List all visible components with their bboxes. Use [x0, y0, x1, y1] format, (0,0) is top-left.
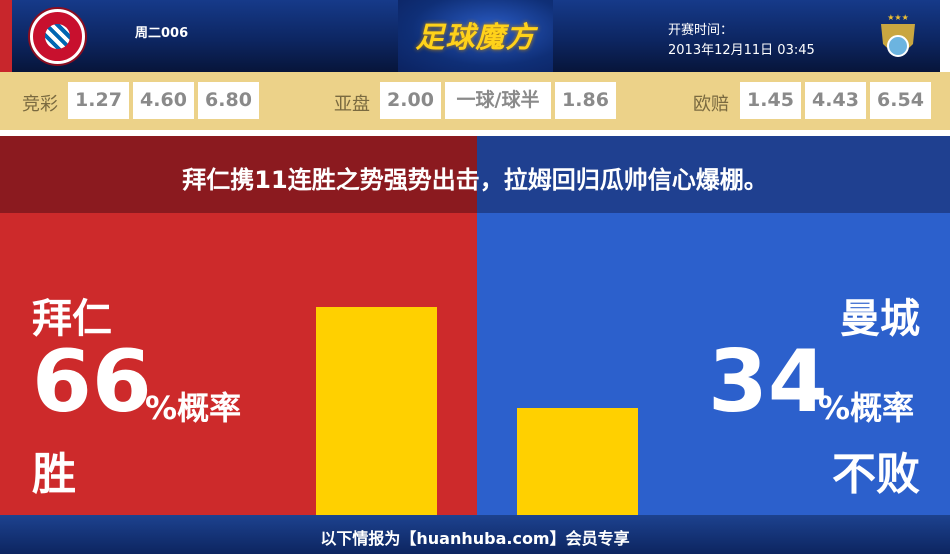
- home-probability-bar: [316, 307, 437, 515]
- brand-logo: 足球魔方: [415, 20, 536, 54]
- home-percent: 66: [32, 332, 152, 432]
- brand-panel: [398, 0, 553, 72]
- headline-bg-home: [0, 136, 477, 213]
- right-accent: [940, 0, 950, 72]
- away-percent-unit: %概率: [818, 389, 915, 427]
- away-percent: 34: [708, 332, 828, 432]
- away-team-name: 曼城: [840, 296, 920, 342]
- headline: 拜仁携11连胜之势强势出击，拉姆回归瓜帅信心爆棚。: [182, 166, 768, 194]
- kickoff-label: 开赛时间：: [668, 23, 734, 38]
- member-notice-link[interactable]: 以下情报为【huanhuba.com】会员专享: [320, 529, 630, 548]
- yapan-handicap: 一球/球半: [445, 82, 551, 119]
- yapan-away: 1.86: [555, 82, 616, 119]
- home-outcome: 胜: [32, 449, 76, 500]
- home-team-name: 拜仁: [32, 296, 112, 342]
- svg-text:★★★: ★★★: [887, 13, 909, 22]
- left-accent: [0, 0, 12, 72]
- away-probability-bar: [517, 407, 638, 515]
- headline-bg-away: [477, 136, 950, 213]
- match-number: 周二006: [135, 26, 189, 41]
- oupei-label: 欧赔: [693, 94, 729, 115]
- footer: [0, 515, 950, 554]
- divider: [0, 130, 950, 136]
- oupei-lose: 6.54: [870, 82, 931, 119]
- jingcai-odds-draw: 4.60: [133, 82, 194, 119]
- oupei-draw: 4.43: [805, 82, 866, 119]
- bayern-crest: [45, 24, 70, 49]
- jingcai-odds-lose: 6.80: [198, 82, 259, 119]
- man-city-logo-icon: ★★★: [881, 13, 915, 57]
- yapan-label: 亚盘: [334, 94, 370, 115]
- kickoff-time: 2013年12月11日 03:45: [668, 43, 815, 58]
- jingcai-odds-win: 1.27: [68, 82, 129, 119]
- bayern-logo-icon: [30, 9, 85, 64]
- home-percent-unit: %概率: [145, 389, 242, 427]
- oupei-win: 1.45: [740, 82, 801, 119]
- yapan-home: 2.00: [380, 82, 441, 119]
- away-outcome: 不败: [832, 449, 920, 500]
- jingcai-label: 竞彩: [22, 94, 58, 115]
